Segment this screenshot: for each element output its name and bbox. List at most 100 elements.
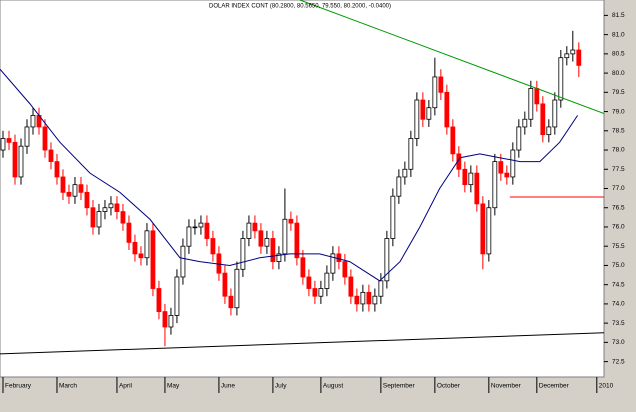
candle-body xyxy=(480,203,486,255)
y-tick-label: 78.0 xyxy=(612,147,625,154)
candle-body xyxy=(210,238,216,255)
y-tick-label: 76.0 xyxy=(612,224,625,231)
candle-body xyxy=(222,272,228,297)
candle-body xyxy=(126,222,132,243)
candle-body xyxy=(576,49,582,66)
candle-body xyxy=(438,76,444,93)
candle-body xyxy=(312,288,318,297)
candle-body xyxy=(198,222,204,228)
candle-body xyxy=(354,295,360,305)
y-tick-label: 77.5 xyxy=(612,166,625,173)
candle-body xyxy=(570,49,576,55)
candle-body xyxy=(426,107,432,120)
x-tick-label: February xyxy=(5,383,32,390)
y-tick-label: 75.0 xyxy=(612,262,625,269)
candle-body xyxy=(474,172,480,205)
candle-body xyxy=(528,88,534,120)
candle-body xyxy=(396,176,402,197)
candle-body xyxy=(492,161,498,209)
candle-body xyxy=(558,57,564,101)
y-tick-label: 72.5 xyxy=(612,358,625,365)
candle-body xyxy=(336,253,342,262)
candle-body xyxy=(258,230,264,247)
y-tick-label: 75.5 xyxy=(612,243,625,250)
candle-body xyxy=(114,203,120,212)
candle-body xyxy=(432,76,438,109)
candle-body xyxy=(168,315,174,328)
candle-body xyxy=(228,295,234,309)
y-tick-label: 73.0 xyxy=(612,339,625,346)
candle-body xyxy=(12,141,18,178)
candle-body xyxy=(30,115,36,128)
candle-body xyxy=(510,149,516,178)
candle-body xyxy=(402,168,408,178)
y-tick-label: 76.5 xyxy=(612,204,625,211)
candle-body xyxy=(468,172,474,186)
candle-body xyxy=(414,99,420,139)
candle-body xyxy=(456,153,462,170)
candle-body xyxy=(288,218,294,224)
candle-body xyxy=(60,176,66,193)
candle-body xyxy=(162,311,168,328)
chart-title: DOLAR INDEX CONT (80.2800, 80.5650, 79.5… xyxy=(209,4,391,10)
candle-body xyxy=(516,126,522,151)
candle-body xyxy=(366,291,372,305)
candle-body xyxy=(450,126,456,155)
candle-body xyxy=(372,295,378,305)
candle-body xyxy=(6,138,12,143)
x-tick-label: August xyxy=(323,383,343,390)
candle-body xyxy=(384,238,390,282)
candle-body xyxy=(264,238,270,247)
candle-body xyxy=(324,272,330,289)
candle-body xyxy=(18,145,24,178)
y-tick-label: 81.0 xyxy=(612,31,625,38)
candle-body xyxy=(420,99,426,120)
y-tick-label: 79.5 xyxy=(612,89,625,96)
x-tick-label: November xyxy=(491,383,522,390)
x-tick-label: June xyxy=(221,383,235,390)
x-tick-label: 2010 xyxy=(599,383,614,390)
candle-body xyxy=(78,184,84,193)
candle-body xyxy=(294,222,300,259)
candle-body xyxy=(0,138,6,151)
candle-body xyxy=(498,161,504,174)
candle-body xyxy=(42,126,48,151)
candle-body xyxy=(234,268,240,309)
candle-body xyxy=(318,288,324,297)
candle-body xyxy=(108,203,114,209)
study-line xyxy=(0,332,604,355)
y-tick-label: 73.5 xyxy=(612,320,625,327)
candle-body xyxy=(540,103,546,136)
candle-body xyxy=(96,211,102,228)
candle-body xyxy=(378,280,384,297)
candle-body xyxy=(240,238,246,270)
y-tick-label: 74.0 xyxy=(612,301,625,308)
candle-body xyxy=(54,161,60,178)
y-tick-label: 78.5 xyxy=(612,128,625,135)
candle-body xyxy=(150,230,156,289)
candle-body xyxy=(522,118,528,128)
x-tick-label: December xyxy=(539,383,570,390)
candle-body xyxy=(330,253,336,274)
candle-body xyxy=(282,218,288,255)
candle-body xyxy=(48,149,54,162)
x-tick-label: March xyxy=(59,383,77,390)
candle-body xyxy=(72,184,78,197)
candle-body xyxy=(444,91,450,128)
candle-body xyxy=(462,168,468,186)
candle-body xyxy=(204,222,210,239)
y-tick-label: 81.5 xyxy=(612,12,625,19)
x-tick-label: October xyxy=(437,383,461,390)
candle-body xyxy=(186,226,192,247)
study-line xyxy=(0,68,579,282)
candle-body xyxy=(84,191,90,209)
y-tick-label: 79.0 xyxy=(612,108,625,115)
y-tick-label: 80.0 xyxy=(612,70,625,77)
candle-body xyxy=(504,172,510,178)
candle-body xyxy=(138,253,144,259)
candle-body xyxy=(90,207,96,228)
candle-body xyxy=(564,53,570,59)
candle-body xyxy=(270,238,276,262)
